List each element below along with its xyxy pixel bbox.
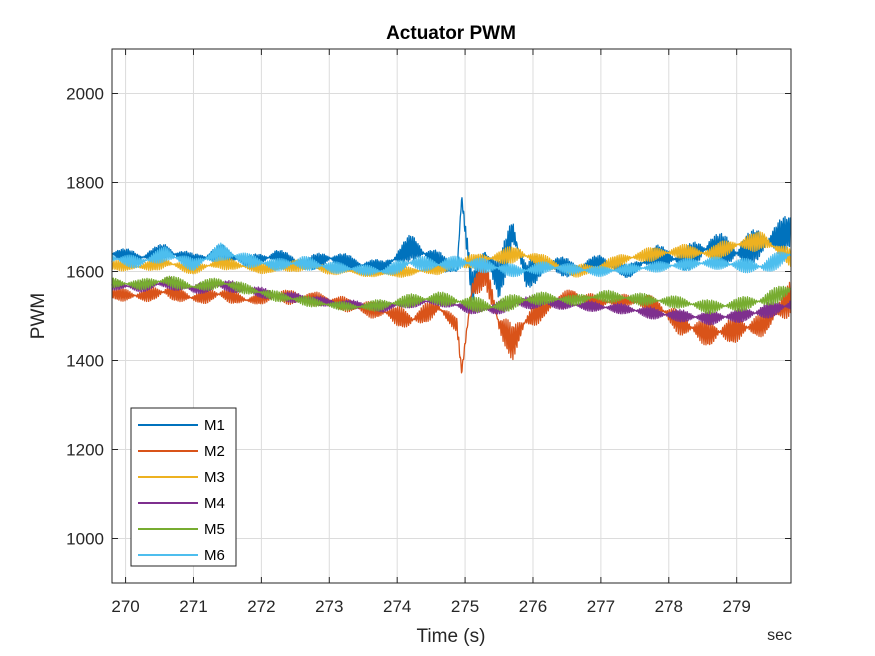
x-tick-label: 277 bbox=[587, 597, 615, 616]
legend-label-m5: M5 bbox=[204, 521, 225, 538]
series-layer bbox=[111, 197, 792, 374]
legend-label-m1: M1 bbox=[204, 417, 225, 434]
legend-box bbox=[130, 407, 237, 567]
y-axis-title: PWM bbox=[28, 293, 49, 339]
y-tick-label: 1800 bbox=[66, 174, 104, 193]
x-tick-label: 274 bbox=[383, 597, 411, 616]
x-tick-labels: 270 271 272 273 274 275 276 277 278 279 bbox=[111, 49, 751, 616]
chart-title: Actuator PWM bbox=[386, 23, 516, 44]
x-tick-label: 275 bbox=[451, 597, 479, 616]
x-tick-label: 278 bbox=[655, 597, 683, 616]
y-tick-label: 1400 bbox=[66, 352, 104, 371]
series-m4 bbox=[111, 276, 792, 326]
series-line-m4 bbox=[111, 276, 792, 326]
legend: M1 M2 M3 M4 M5 M6 bbox=[130, 407, 237, 567]
y-tick-labels: 1000 1200 1400 1600 1800 2000 bbox=[66, 85, 791, 549]
legend-label-m3: M3 bbox=[204, 469, 225, 486]
x-tick-label: 276 bbox=[519, 597, 547, 616]
legend-label-m2: M2 bbox=[204, 443, 225, 460]
x-tick-label: 279 bbox=[722, 597, 750, 616]
y-tick-label: 1200 bbox=[66, 441, 104, 460]
series-m5 bbox=[111, 275, 792, 315]
x-unit-note: sec bbox=[767, 627, 792, 644]
series-line-m6 bbox=[111, 242, 792, 278]
series-m6 bbox=[111, 242, 792, 278]
y-tick-label: 1000 bbox=[66, 530, 104, 549]
x-tick-label: 273 bbox=[315, 597, 343, 616]
plot-frame bbox=[111, 48, 792, 584]
x-axis-title: Time (s) bbox=[417, 626, 486, 647]
y-tick-label: 1600 bbox=[66, 263, 104, 282]
legend-label-m6: M6 bbox=[204, 547, 225, 564]
x-tick-label: 272 bbox=[247, 597, 275, 616]
x-tick-label: 270 bbox=[111, 597, 139, 616]
legend-label-m4: M4 bbox=[204, 495, 225, 512]
y-tick-label: 2000 bbox=[66, 85, 104, 104]
series-line-m5 bbox=[111, 275, 792, 315]
x-tick-label: 271 bbox=[179, 597, 207, 616]
